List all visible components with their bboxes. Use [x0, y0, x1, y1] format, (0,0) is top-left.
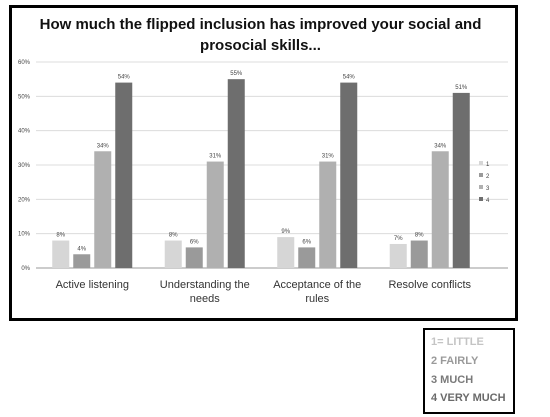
bar-data-label: 31% — [322, 154, 335, 160]
y-tick-label: 60% — [18, 60, 31, 66]
bar-data-label: 31% — [209, 154, 222, 160]
bar-data-label: 4% — [77, 246, 86, 252]
category-label: needs — [190, 293, 220, 305]
y-tick-label: 40% — [18, 129, 31, 135]
legend-swatch — [479, 161, 483, 165]
scale-legend-item: 2 FAIRLY — [431, 355, 479, 367]
y-tick-label: 0% — [21, 266, 30, 272]
y-tick-label: 20% — [18, 197, 31, 203]
x-axis-labels: Active listening Understanding the needs Ac… — [56, 279, 472, 305]
legend-label: 2 — [486, 174, 490, 180]
bar — [115, 82, 133, 268]
gridlines — [36, 61, 508, 269]
legend-swatch — [479, 197, 483, 201]
bar — [94, 151, 112, 268]
category-label: Understanding the — [160, 279, 250, 291]
bars: 8% 4% 34% 54% 8% 6% 31% 55% 9% 6% 31% 54% 7% 8% 34% 51% — [52, 71, 470, 269]
y-tick-label: 10% — [18, 232, 31, 238]
category-label: Acceptance of the — [273, 279, 361, 291]
y-tick-label: 30% — [18, 163, 31, 169]
bar — [277, 237, 295, 268]
bar-data-label: 8% — [56, 233, 65, 239]
chart-title: How much the flipped inclusion has impro… — [12, 14, 509, 56]
bar-data-label: 55% — [230, 71, 243, 77]
bar-data-label: 54% — [343, 75, 356, 81]
bar — [164, 240, 182, 268]
legend-label: 1 — [486, 162, 490, 168]
bar-data-label: 51% — [455, 85, 468, 91]
bar-data-label: 8% — [169, 233, 178, 239]
bar — [52, 240, 70, 268]
bar — [227, 79, 245, 269]
scale-legend-item: 3 MUCH — [431, 374, 474, 386]
bar — [389, 243, 407, 268]
chart-title-line-2: prosocial skills... — [200, 37, 321, 54]
legend-swatch — [479, 185, 483, 189]
bar-data-label: 54% — [118, 75, 131, 81]
bar — [206, 161, 224, 268]
bar — [431, 151, 449, 268]
category-label: rules — [305, 293, 329, 305]
bar-data-label: 34% — [434, 143, 447, 149]
y-axis: 0% 10% 20% 30% 40% 50% 60% — [18, 60, 31, 272]
bar — [452, 92, 470, 269]
bar-data-label: 34% — [97, 143, 110, 149]
scale-legend-box: 1= LITTLE 2 FAIRLY 3 MUCH 4 VERY MUCH — [423, 328, 515, 414]
bar-data-label: 8% — [415, 233, 424, 239]
legend-swatch — [479, 173, 483, 177]
legend-label: 4 — [486, 198, 490, 204]
bar — [73, 254, 91, 268]
scale-legend-item: 1= LITTLE — [431, 336, 484, 348]
bar — [319, 161, 337, 268]
bar — [340, 82, 358, 268]
chart-legend: 1 2 3 4 — [479, 161, 490, 204]
bar-data-label: 7% — [394, 236, 403, 242]
bar-data-label: 6% — [302, 239, 311, 245]
bar — [185, 247, 203, 268]
y-tick-label: 50% — [18, 94, 31, 100]
category-label: Resolve conflicts — [388, 279, 471, 291]
bar — [298, 247, 316, 268]
chart-title-line-1: How much the flipped inclusion has impro… — [39, 16, 482, 33]
category-label: Active listening — [56, 279, 129, 291]
scale-legend-item: 4 VERY MUCH — [431, 392, 506, 404]
bar-data-label: 9% — [281, 229, 290, 235]
bar — [410, 240, 428, 268]
bar-data-label: 6% — [190, 239, 199, 245]
legend-label: 3 — [486, 186, 490, 192]
